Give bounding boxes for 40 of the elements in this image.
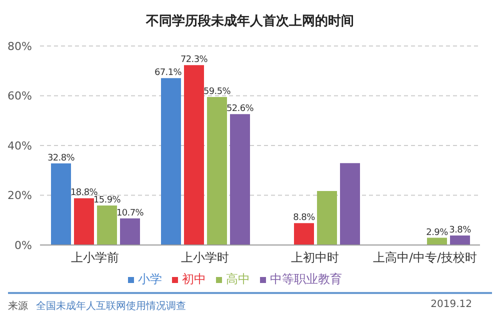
- bar: [184, 65, 204, 245]
- legend-label: 初中: [182, 272, 206, 286]
- data-label: 15.9%: [93, 195, 122, 206]
- x-tick-label: 上小学时: [181, 250, 229, 265]
- data-label: 2.9%: [426, 228, 449, 238]
- x-tick-label: 上小学前: [71, 250, 119, 265]
- data-label: 72.3%: [180, 55, 208, 66]
- bar: [74, 198, 94, 245]
- data-label: 52.6%: [226, 104, 254, 114]
- chart-title: 不同学历段未成年人首次上网的时间: [144, 13, 355, 31]
- bar: [230, 114, 250, 245]
- legend-label: 小学: [138, 272, 162, 286]
- bar: [317, 191, 337, 245]
- y-tick-label: 0%: [14, 238, 32, 252]
- bar: [450, 236, 470, 245]
- x-tick-label: 上初中时: [291, 250, 339, 265]
- bar: [207, 96, 227, 245]
- y-tick-label: 80%: [8, 40, 32, 53]
- legend-label: 高中: [226, 272, 250, 286]
- data-label: 3.8%: [449, 226, 472, 236]
- legend-label: 中等职业教育: [270, 272, 342, 286]
- bar: [427, 238, 447, 245]
- data-label: 8.8%: [293, 213, 316, 224]
- data-label: 10.7%: [116, 208, 144, 218]
- bar: [97, 205, 117, 245]
- bar: [51, 163, 71, 245]
- x-tick-label: 上高中/中专/技校时: [372, 250, 478, 265]
- y-tick-label: 20%: [8, 189, 32, 202]
- bar: [161, 78, 181, 245]
- text: 来源: [8, 300, 28, 313]
- bar: [340, 163, 360, 245]
- data-label: 67.1%: [154, 68, 182, 78]
- data-label: 59.5%: [203, 86, 232, 97]
- text: 全国未成年人互联网使用情况调查: [36, 300, 186, 313]
- data-label: 32.8%: [47, 153, 76, 164]
- y-tick-label: 60%: [8, 90, 32, 103]
- bar: [120, 218, 140, 245]
- bar: [294, 223, 314, 245]
- text: 2019.12: [430, 299, 472, 312]
- y-tick-label: 40%: [8, 139, 32, 152]
